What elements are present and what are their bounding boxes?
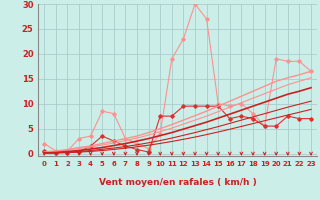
X-axis label: Vent moyen/en rafales ( km/h ): Vent moyen/en rafales ( km/h ) <box>99 178 256 187</box>
